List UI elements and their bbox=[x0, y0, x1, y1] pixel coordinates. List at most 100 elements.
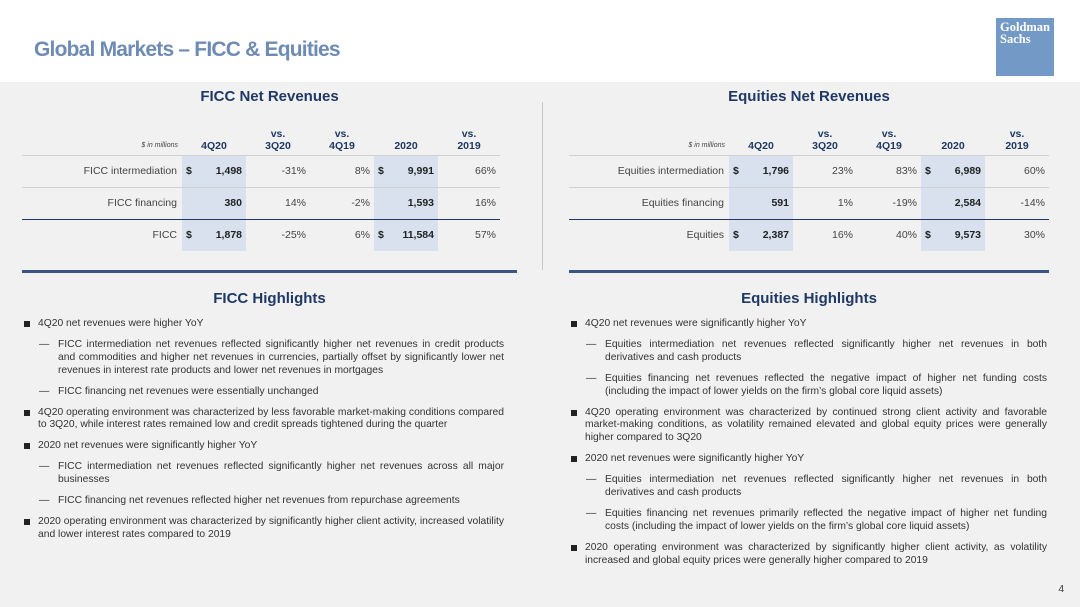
square-bullet-icon bbox=[571, 321, 577, 327]
table-row: Equities intermediation $1,796 23% 83% $… bbox=[569, 154, 1049, 187]
dash-bullet-icon: — bbox=[39, 385, 50, 397]
list-item: 2020 operating environment was character… bbox=[22, 516, 504, 542]
list-item: 4Q20 net revenues were significantly hig… bbox=[569, 318, 1047, 331]
square-bullet-icon bbox=[24, 443, 30, 450]
cell-vs-3q20: -25% bbox=[246, 218, 310, 251]
col-header: vs. 4Q19 bbox=[876, 127, 902, 152]
section-rule bbox=[22, 270, 517, 273]
page-title: Global Markets – FICC & Equities bbox=[34, 38, 341, 61]
table-row-total: Equities $2,387 16% 40% $9,573 30% bbox=[569, 218, 1049, 251]
cell-4q20: $2,387 bbox=[729, 218, 793, 251]
cell-2020: $9,573 bbox=[921, 218, 985, 251]
list-item: 2020 net revenues were significantly hig… bbox=[569, 453, 1047, 466]
cell-vs-3q20: -31% bbox=[246, 154, 310, 187]
equities-highlights-title: Equities Highlights bbox=[741, 290, 877, 307]
row-label: Equities financing bbox=[569, 186, 729, 219]
equities-revenue-table: $ in millions 4Q20 vs. 3Q20 vs. 4Q19 2020 … bbox=[569, 110, 1049, 251]
col-header: 4Q20 bbox=[201, 139, 227, 152]
cell-2020: 2,584 bbox=[921, 186, 985, 219]
list-item: 4Q20 net revenues were higher YoY bbox=[22, 318, 504, 331]
cell-vs-4q19: 40% bbox=[857, 218, 921, 251]
equities-table-title: Equities Net Revenues bbox=[728, 88, 890, 105]
dash-bullet-icon: — bbox=[586, 474, 597, 486]
cell-vs-4q19: 8% bbox=[310, 154, 374, 187]
content-area: FICC Net Revenues $ in millions 4Q20 vs.… bbox=[0, 82, 1080, 607]
col-header: vs. 3Q20 bbox=[812, 127, 838, 152]
row-label: Equities intermediation bbox=[569, 154, 729, 187]
list-item: 4Q20 operating environment was character… bbox=[22, 407, 504, 433]
cell-vs-3q20: 1% bbox=[793, 186, 857, 219]
list-item: — Equities financing net revenues reflect… bbox=[586, 372, 1047, 397]
dash-bullet-icon: — bbox=[586, 372, 597, 384]
table-header-row: $ in millions 4Q20 vs. 3Q20 vs. 4Q19 2020 … bbox=[22, 110, 500, 155]
list-item: — Equities financing net revenues primari… bbox=[586, 507, 1047, 532]
row-label: FICC financing bbox=[22, 186, 182, 219]
cell-vs-4q19: 6% bbox=[310, 218, 374, 251]
dash-bullet-icon: — bbox=[586, 507, 597, 519]
header: Global Markets – FICC & Equities Goldman… bbox=[0, 0, 1080, 82]
row-label: Equities bbox=[569, 218, 729, 251]
dash-bullet-icon: — bbox=[39, 461, 50, 473]
table-row: Equities financing 591 1% -19% 2,584 -14… bbox=[569, 186, 1049, 219]
cell-vs-4q19: -2% bbox=[310, 186, 374, 219]
list-item: 2020 operating environment was character… bbox=[569, 542, 1047, 568]
table-header-row: $ in millions 4Q20 vs. 3Q20 vs. 4Q19 2020 … bbox=[569, 110, 1049, 155]
cell-4q20: $1,498 bbox=[182, 154, 246, 187]
dash-bullet-icon: — bbox=[586, 338, 597, 350]
unit-label: $ in millions bbox=[688, 141, 725, 149]
col-header: 4Q20 bbox=[748, 139, 774, 152]
cell-4q20: $1,878 bbox=[182, 218, 246, 251]
page-number: 4 bbox=[1058, 584, 1064, 595]
list-item: — FICC intermediation net revenues reflec… bbox=[39, 338, 504, 376]
table-row: FICC intermediation $1,498 -31% 8% $9,99… bbox=[22, 154, 500, 187]
logo-line-1: Goldman bbox=[1000, 20, 1051, 34]
dash-bullet-icon: — bbox=[39, 495, 50, 507]
cell-vs-2019: -14% bbox=[985, 186, 1049, 219]
col-header: vs. 2019 bbox=[457, 127, 481, 152]
square-bullet-icon bbox=[571, 409, 577, 416]
cell-2020: $11,584 bbox=[374, 218, 438, 251]
col-header: vs. 3Q20 bbox=[265, 127, 291, 152]
cell-4q20: 380 bbox=[182, 186, 246, 219]
cell-4q20: 591 bbox=[729, 186, 793, 219]
ficc-table-title: FICC Net Revenues bbox=[200, 88, 339, 105]
goldman-sachs-logo: Goldman Sachs bbox=[996, 18, 1054, 76]
column-divider bbox=[542, 102, 543, 270]
cell-vs-2019: 57% bbox=[438, 218, 500, 251]
cell-vs-4q19: 83% bbox=[857, 154, 921, 187]
section-rule bbox=[569, 270, 1049, 273]
cell-vs-3q20: 23% bbox=[793, 154, 857, 187]
cell-vs-2019: 60% bbox=[985, 154, 1049, 187]
table-row: FICC financing 380 14% -2% 1,593 16% bbox=[22, 186, 500, 219]
square-bullet-icon bbox=[571, 544, 577, 551]
ficc-revenue-table: $ in millions 4Q20 vs. 3Q20 vs. 4Q19 2020 … bbox=[22, 110, 500, 251]
cell-vs-2019: 66% bbox=[438, 154, 500, 187]
list-item: 4Q20 operating environment was character… bbox=[569, 407, 1047, 446]
square-bullet-icon bbox=[571, 456, 577, 463]
cell-vs-4q19: -19% bbox=[857, 186, 921, 219]
col-header: vs. 2019 bbox=[1005, 127, 1029, 152]
cell-vs-3q20: 14% bbox=[246, 186, 310, 219]
square-bullet-icon bbox=[24, 321, 30, 327]
cell-4q20: $1,796 bbox=[729, 154, 793, 187]
cell-2020: $6,989 bbox=[921, 154, 985, 187]
square-bullet-icon bbox=[24, 409, 30, 416]
list-item: — Equities intermediation net revenues re… bbox=[586, 474, 1047, 499]
ficc-highlights-title: FICC Highlights bbox=[213, 290, 326, 307]
list-item: — Equities intermediation net revenues re… bbox=[586, 338, 1047, 363]
cell-vs-3q20: 16% bbox=[793, 218, 857, 251]
col-header: 2020 bbox=[394, 139, 418, 152]
list-item: — FICC intermediation net revenues reflec… bbox=[39, 461, 504, 486]
logo-line-2: Sachs bbox=[1000, 32, 1031, 46]
table-row-total: FICC $1,878 -25% 6% $11,584 57% bbox=[22, 218, 500, 251]
list-item: 2020 net revenues were significantly hig… bbox=[22, 440, 504, 453]
ficc-highlights-list: 4Q20 net revenues were higher YoY — FICC … bbox=[22, 318, 504, 550]
cell-2020: $9,991 bbox=[374, 154, 438, 187]
col-header: 2020 bbox=[941, 139, 965, 152]
equities-highlights-list: 4Q20 net revenues were significantly hig… bbox=[569, 318, 1047, 576]
row-label: FICC bbox=[22, 218, 182, 251]
cell-vs-2019: 16% bbox=[438, 186, 500, 219]
col-header: vs. 4Q19 bbox=[329, 127, 355, 152]
list-item: — FICC financing net revenues reflected h… bbox=[39, 495, 460, 507]
list-item: — FICC financing net revenues were essent… bbox=[39, 385, 319, 397]
